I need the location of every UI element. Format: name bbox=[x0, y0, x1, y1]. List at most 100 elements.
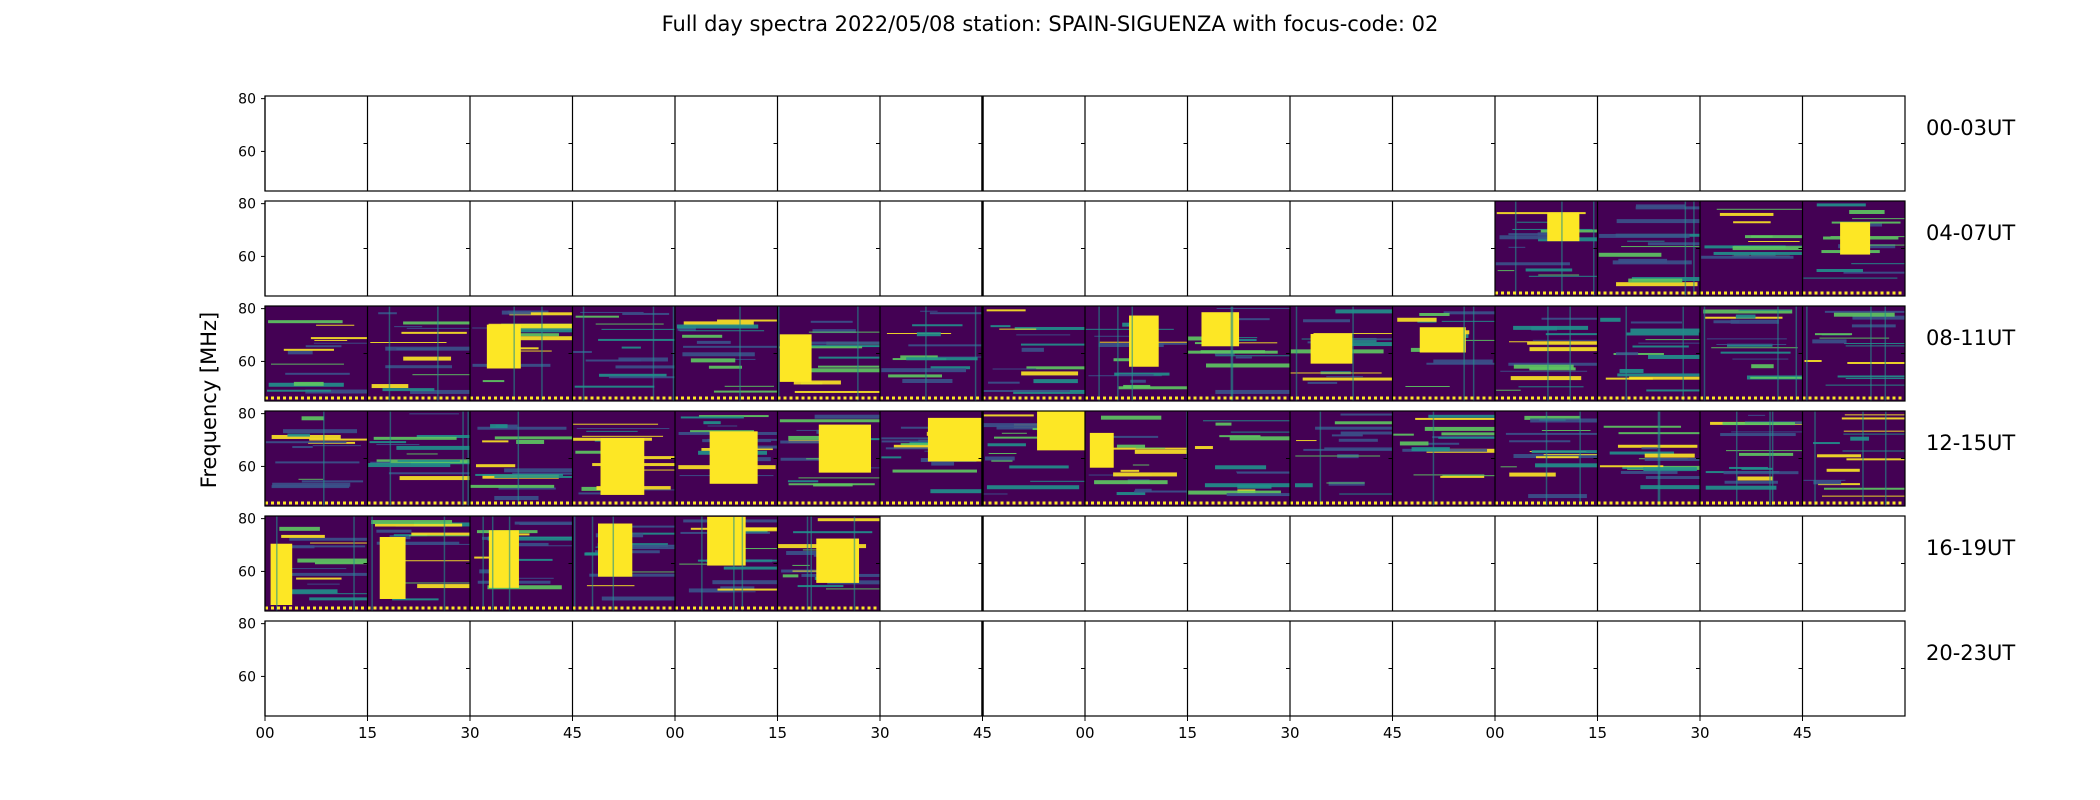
y-tick-label: 80 bbox=[238, 617, 256, 633]
spectrogram-panel bbox=[1186, 201, 1290, 296]
y-tick-label: 60 bbox=[238, 459, 256, 475]
y-tick-label: 60 bbox=[238, 669, 256, 685]
spectrogram-panel bbox=[1494, 96, 1598, 191]
spectrogram-panel bbox=[1186, 516, 1290, 611]
row-time-label: 04-07UT bbox=[1926, 221, 2015, 245]
spectrogram-panel bbox=[366, 411, 470, 506]
spectrogram-panel bbox=[1391, 621, 1495, 716]
spectrogram-panel bbox=[1699, 201, 1803, 296]
spectrogram-panel bbox=[879, 96, 983, 191]
spectrogram-panel bbox=[469, 411, 573, 506]
x-tick-label: 45 bbox=[1383, 724, 1402, 742]
spectrogram-panel bbox=[981, 516, 1085, 611]
spectrogram-panel bbox=[264, 201, 368, 296]
y-tick-label: 80 bbox=[238, 92, 256, 108]
spectrogram-panel bbox=[1596, 96, 1700, 191]
x-axis-ticks: 00 15 30 45 00 15 30 45 00 15 30 45 00 15 30 45 bbox=[255, 716, 1812, 742]
spectrogram-panel bbox=[981, 621, 1085, 716]
spectrogram-panel bbox=[776, 96, 880, 191]
spectrogram-panel bbox=[879, 411, 983, 506]
y-tick-label: 60 bbox=[238, 354, 256, 370]
spectrogram-panel bbox=[1596, 621, 1700, 716]
x-tick-label: 45 bbox=[563, 724, 582, 742]
spectrogram-panel bbox=[1391, 516, 1495, 611]
x-tick-label: 00 bbox=[665, 724, 684, 742]
y-axis-label: Frequency [MHz] bbox=[197, 312, 221, 488]
spectrogram-panel bbox=[264, 516, 368, 611]
spectrogram-panel bbox=[1084, 201, 1188, 296]
spectrogram-panel bbox=[366, 201, 470, 296]
spectrogram-panel bbox=[1289, 411, 1393, 506]
y-tick-label: 80 bbox=[238, 512, 256, 528]
spectrogram-panel bbox=[1391, 96, 1495, 191]
spectrogram-panel bbox=[1494, 306, 1598, 401]
spectrogram-panel bbox=[981, 306, 1085, 401]
spectrogram-panel bbox=[366, 621, 470, 716]
spectrogram-panel bbox=[1596, 516, 1700, 611]
spectrogram-panel bbox=[1186, 411, 1290, 506]
spectrogram-panel bbox=[776, 306, 880, 401]
row-time-label: 20-23UT bbox=[1926, 641, 2015, 665]
spectrogram-panel bbox=[1289, 516, 1393, 611]
spectrogram-panel bbox=[264, 96, 368, 191]
spectrogram-panel bbox=[1289, 96, 1393, 191]
spectrogram-panel bbox=[1699, 96, 1803, 191]
row-frame bbox=[264, 200, 1906, 297]
y-tick-label: 80 bbox=[238, 302, 256, 318]
spectrogram-panel bbox=[674, 621, 778, 716]
spectrogram-panel bbox=[1596, 201, 1700, 296]
y-tick-label: 80 bbox=[238, 407, 256, 423]
spectrogram-panel bbox=[1494, 201, 1598, 296]
spectrogram-panel bbox=[879, 516, 983, 611]
row-time-label: 12-15UT bbox=[1926, 431, 2015, 455]
x-tick-label: 00 bbox=[1485, 724, 1504, 742]
spectrogram-panel bbox=[1289, 621, 1393, 716]
spectrogram-panel bbox=[264, 411, 368, 506]
x-tick-label: 45 bbox=[973, 724, 992, 742]
x-tick-label: 15 bbox=[768, 724, 787, 742]
x-tick-label: 00 bbox=[1075, 724, 1094, 742]
spectrogram-panel bbox=[1084, 621, 1188, 716]
spectra-row: 60 80 08-11UT bbox=[238, 302, 2015, 402]
spectrogram-panel bbox=[981, 411, 1085, 506]
row-frame bbox=[264, 305, 1906, 402]
spectrogram-panel bbox=[1391, 306, 1495, 401]
y-tick-label: 80 bbox=[238, 197, 256, 213]
spectrogram-panel bbox=[1596, 306, 1700, 401]
x-tick-label: 30 bbox=[870, 724, 889, 742]
spectra-row: 60 80 16-19UT bbox=[238, 512, 2015, 612]
spectrogram-panel bbox=[1289, 201, 1393, 296]
chart-title: Full day spectra 2022/05/08 station: SPA… bbox=[662, 12, 1439, 36]
row-frame bbox=[264, 515, 1906, 612]
spectra-row: 60 80 20-23UT bbox=[238, 617, 2015, 717]
spectrogram-panel bbox=[1084, 306, 1188, 401]
spectrogram-panel bbox=[1084, 411, 1188, 506]
spectrogram-panel bbox=[1391, 411, 1495, 506]
row-time-label: 16-19UT bbox=[1926, 536, 2015, 560]
spectrogram-panel bbox=[469, 306, 573, 401]
spectra-row: 60 80 04-07UT bbox=[238, 197, 2015, 297]
spectrogram-panel bbox=[571, 411, 675, 506]
spectrogram-panel bbox=[674, 96, 778, 191]
spectrogram-panel bbox=[469, 201, 573, 296]
spectrogram-panel bbox=[1699, 621, 1803, 716]
spectrogram-panel bbox=[776, 411, 880, 506]
row-time-label: 08-11UT bbox=[1926, 326, 2015, 350]
spectrogram-panel bbox=[1801, 201, 1905, 296]
spectra-rows: 60 80 00-03UT 60 80 04-07UT 60 80 08-11UT 60 80 12-… bbox=[238, 92, 2015, 717]
spectrogram-panel bbox=[674, 516, 778, 611]
spectrogram-panel bbox=[1186, 306, 1290, 401]
spectrogram-panel bbox=[981, 201, 1085, 296]
spectrogram-panel bbox=[674, 201, 778, 296]
spectrogram-panel bbox=[264, 306, 368, 401]
x-tick-label: 30 bbox=[1280, 724, 1299, 742]
spectrogram-panel bbox=[366, 96, 470, 191]
spectrogram-panel bbox=[469, 621, 573, 716]
spectrogram-panel bbox=[776, 201, 880, 296]
spectrogram-panel bbox=[674, 411, 778, 506]
spectra-row: 60 80 12-15UT bbox=[238, 407, 2015, 507]
spectrogram-panel bbox=[469, 516, 573, 611]
x-tick-label: 15 bbox=[358, 724, 377, 742]
spectrogram-panel bbox=[1596, 411, 1700, 506]
